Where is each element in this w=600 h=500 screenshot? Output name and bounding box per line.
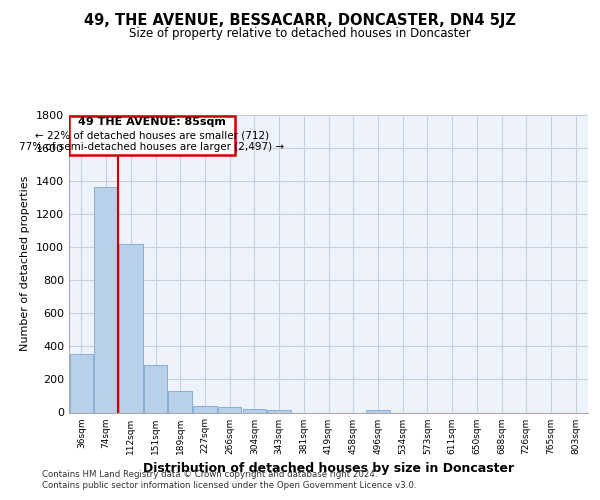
Bar: [268, 410, 291, 412]
Text: Contains HM Land Registry data © Crown copyright and database right 2024.: Contains HM Land Registry data © Crown c…: [42, 470, 377, 479]
Bar: [169, 391, 192, 412]
Text: 49, THE AVENUE, BESSACARR, DONCASTER, DN4 5JZ: 49, THE AVENUE, BESSACARR, DONCASTER, DN…: [84, 12, 516, 28]
Bar: [218, 407, 241, 412]
Text: 49 THE AVENUE: 85sqm: 49 THE AVENUE: 85sqm: [78, 118, 226, 128]
Bar: [70, 354, 93, 412]
Y-axis label: Number of detached properties: Number of detached properties: [20, 176, 31, 352]
Text: 77% of semi-detached houses are larger (2,497) →: 77% of semi-detached houses are larger (…: [19, 142, 284, 152]
Text: ← 22% of detached houses are smaller (712): ← 22% of detached houses are smaller (71…: [35, 130, 269, 140]
FancyBboxPatch shape: [70, 116, 235, 156]
Bar: [144, 366, 167, 412]
Text: Contains public sector information licensed under the Open Government Licence v3: Contains public sector information licen…: [42, 481, 416, 490]
Bar: [119, 244, 143, 412]
Bar: [193, 406, 217, 412]
Bar: [242, 409, 266, 412]
Bar: [94, 187, 118, 412]
Bar: [366, 410, 389, 412]
Text: Size of property relative to detached houses in Doncaster: Size of property relative to detached ho…: [129, 28, 471, 40]
X-axis label: Distribution of detached houses by size in Doncaster: Distribution of detached houses by size …: [143, 462, 514, 475]
